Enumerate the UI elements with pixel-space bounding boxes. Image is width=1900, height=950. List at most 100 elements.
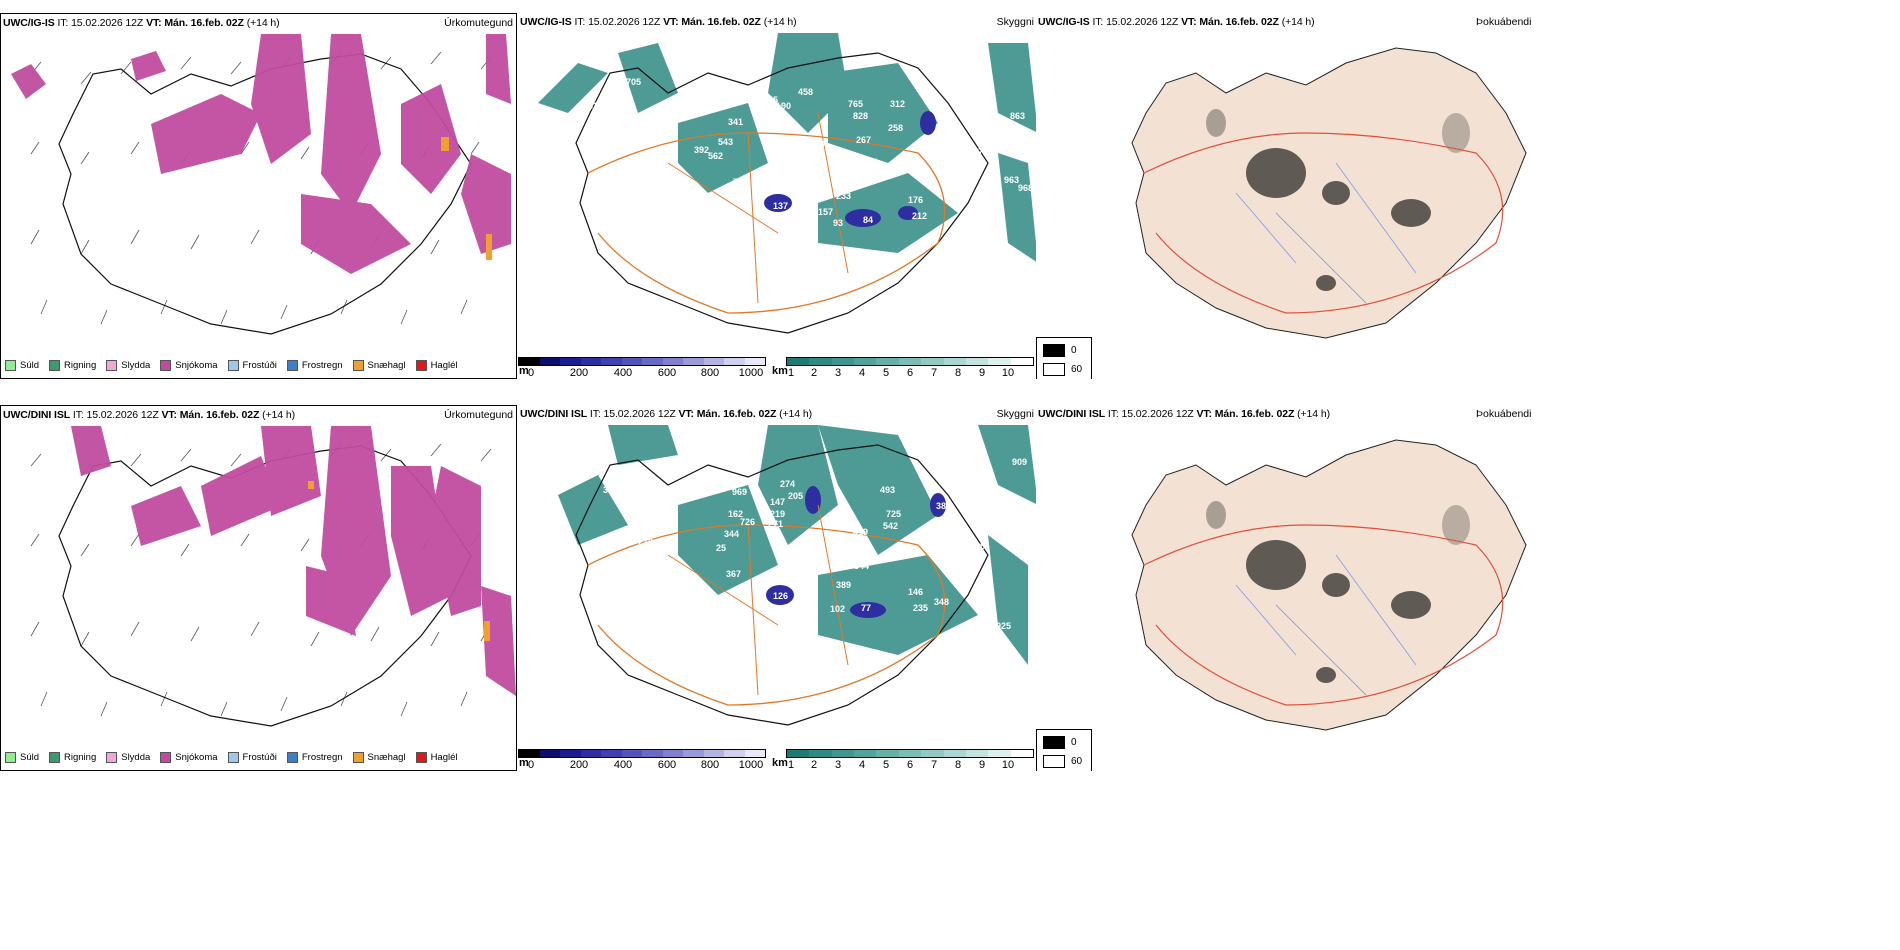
legend-swatch xyxy=(49,360,61,371)
fog-legend-swatch-dark xyxy=(1043,736,1065,749)
ceiling-swatch xyxy=(560,750,581,757)
road-network xyxy=(587,132,946,314)
fog-panel-top: UWC/IG-IS IT: 15.02.2026 12Z VT: Mán. 16… xyxy=(1036,13,1900,379)
visibility-unit: km xyxy=(772,757,788,769)
legend-item: Frostregn xyxy=(286,360,343,371)
ceiling-label: 126 xyxy=(773,591,788,601)
legend-item: Frostúði xyxy=(227,360,277,371)
ceiling-ticks: 0 200 400 600 800 1000 xyxy=(518,366,766,379)
ceiling-label: 205 xyxy=(788,491,803,501)
ceiling-label: 84 xyxy=(863,215,873,225)
tick-label: 8 xyxy=(954,759,962,771)
tick-label: 5 xyxy=(882,759,890,771)
ceiling-label: 925 xyxy=(996,621,1011,631)
graupel-patch xyxy=(308,481,314,489)
tick-label: 0 xyxy=(527,367,535,379)
legend-swatch xyxy=(160,752,172,763)
tick-label: 1000 xyxy=(738,759,764,771)
ceiling-label: 176 xyxy=(908,195,923,205)
ceiling-unit: m xyxy=(519,365,529,377)
ceiling-label: 86 xyxy=(958,151,968,161)
ceiling-label: 344 xyxy=(854,561,869,571)
visibility-ticks: 1 2 3 4 5 6 7 8 9 10 xyxy=(786,758,1034,771)
tick-label: 1000 xyxy=(738,367,764,379)
tick-label: 6 xyxy=(906,759,914,771)
legend-item: Snæhagl xyxy=(352,360,406,371)
ceiling-label: 235 xyxy=(913,603,928,613)
ceiling-label: 312 xyxy=(890,99,905,109)
ceiling-label: 79 xyxy=(733,177,743,187)
precip-panel-title: Úrkomutegund xyxy=(444,17,513,29)
legend-item: Rigning xyxy=(49,360,96,371)
ceiling-label: 392 xyxy=(694,145,709,155)
legend-item: Frostúði xyxy=(227,752,277,763)
precip-panel-bottom: UWC/DINI ISL IT: 15.02.2026 12Z VT: Mán.… xyxy=(0,405,517,771)
ceiling-label: 725 xyxy=(886,509,901,519)
visibility-swatch xyxy=(965,358,989,365)
ceiling-label: 157 xyxy=(818,207,833,217)
legend-swatch xyxy=(106,752,118,763)
ceiling-swatch xyxy=(621,358,642,365)
visibility-swatch xyxy=(898,750,922,757)
ceiling-swatch xyxy=(642,750,663,757)
ceiling-label: 341 xyxy=(728,117,743,127)
ceiling-label: 828 xyxy=(853,111,868,121)
legend-item: Snjókoma xyxy=(160,360,218,371)
fog-rivers xyxy=(1235,554,1417,696)
visibility-swatch xyxy=(831,358,855,365)
legend-item: Haglél xyxy=(415,752,458,763)
visibility-swatch xyxy=(921,358,944,365)
cloud-panel-title: Skyggni xyxy=(996,408,1034,420)
fog-map-top xyxy=(1131,47,1527,339)
visibility-swatch xyxy=(943,750,966,757)
legend-swatch xyxy=(352,752,364,763)
legend-swatch xyxy=(227,752,239,763)
precip-panel-top: UWC/IG-IS IT: 15.02.2026 12Z VT: Mán. 16… xyxy=(0,13,517,379)
legend-item: Snjókoma xyxy=(160,752,218,763)
ceiling-label: 963 xyxy=(1004,175,1019,185)
fog-legend-label: 60 xyxy=(1071,756,1083,767)
fog-legend-swatch-dark xyxy=(1043,344,1065,357)
tick-label: 200 xyxy=(569,759,589,771)
snow-areas xyxy=(11,34,511,274)
ceiling-label: 245 xyxy=(763,95,778,105)
ceiling-swatch xyxy=(519,750,540,757)
visibility-swatch xyxy=(876,358,899,365)
cloud-panel-top: UWC/IG-IS IT: 15.02.2026 12Z VT: Mán. 16… xyxy=(518,13,1036,379)
ceiling-label: 367 xyxy=(726,569,741,579)
visibility-swatch xyxy=(1010,358,1033,365)
ceiling-label: 344 xyxy=(724,529,739,539)
ceiling-label: 543 xyxy=(718,137,733,147)
iceland-outline xyxy=(58,53,472,335)
ceiling-label: 381 xyxy=(603,485,618,495)
ceiling-colorbar: 0 200 400 600 800 1000 xyxy=(518,357,766,379)
ceiling-label: 258 xyxy=(888,123,903,133)
legend-item: Slydda xyxy=(106,752,150,763)
tick-label: 2 xyxy=(810,367,818,379)
ceiling-label: 274 xyxy=(780,479,795,489)
tick-label: 4 xyxy=(858,367,866,379)
fog-legend-label: 60 xyxy=(1071,364,1083,375)
ceiling-swatch xyxy=(744,358,765,365)
precip-map-top xyxy=(11,34,511,335)
ceiling-label: 909 xyxy=(1012,457,1027,467)
iceland-outline xyxy=(575,444,989,726)
ceiling-label: 210 xyxy=(810,139,825,149)
ceiling-label: 102 xyxy=(830,604,845,614)
visibility-colorbar: 1 2 3 4 5 6 7 8 9 10 xyxy=(786,749,1034,771)
graupel-patch xyxy=(486,234,492,260)
ceiling-label: 93 xyxy=(833,218,843,228)
ceiling-swatch xyxy=(703,750,724,757)
legend-item: Rigning xyxy=(49,752,96,763)
legend-swatch xyxy=(286,360,298,371)
fog-legend-swatch-light xyxy=(1043,363,1065,376)
visibility-swatch xyxy=(854,358,877,365)
precip-panel-title: Úrkomutegund xyxy=(444,409,513,421)
tick-label: 600 xyxy=(657,759,677,771)
tick-label: 8 xyxy=(954,367,962,379)
ceiling-label: 278 xyxy=(638,537,653,547)
panel-header: UWC/IG-IS IT: 15.02.2026 12Z VT: Mán. 16… xyxy=(3,17,280,29)
ceiling-label: 219 xyxy=(770,509,785,519)
ceiling-swatch xyxy=(642,358,663,365)
ceiling-swatch xyxy=(724,358,745,365)
